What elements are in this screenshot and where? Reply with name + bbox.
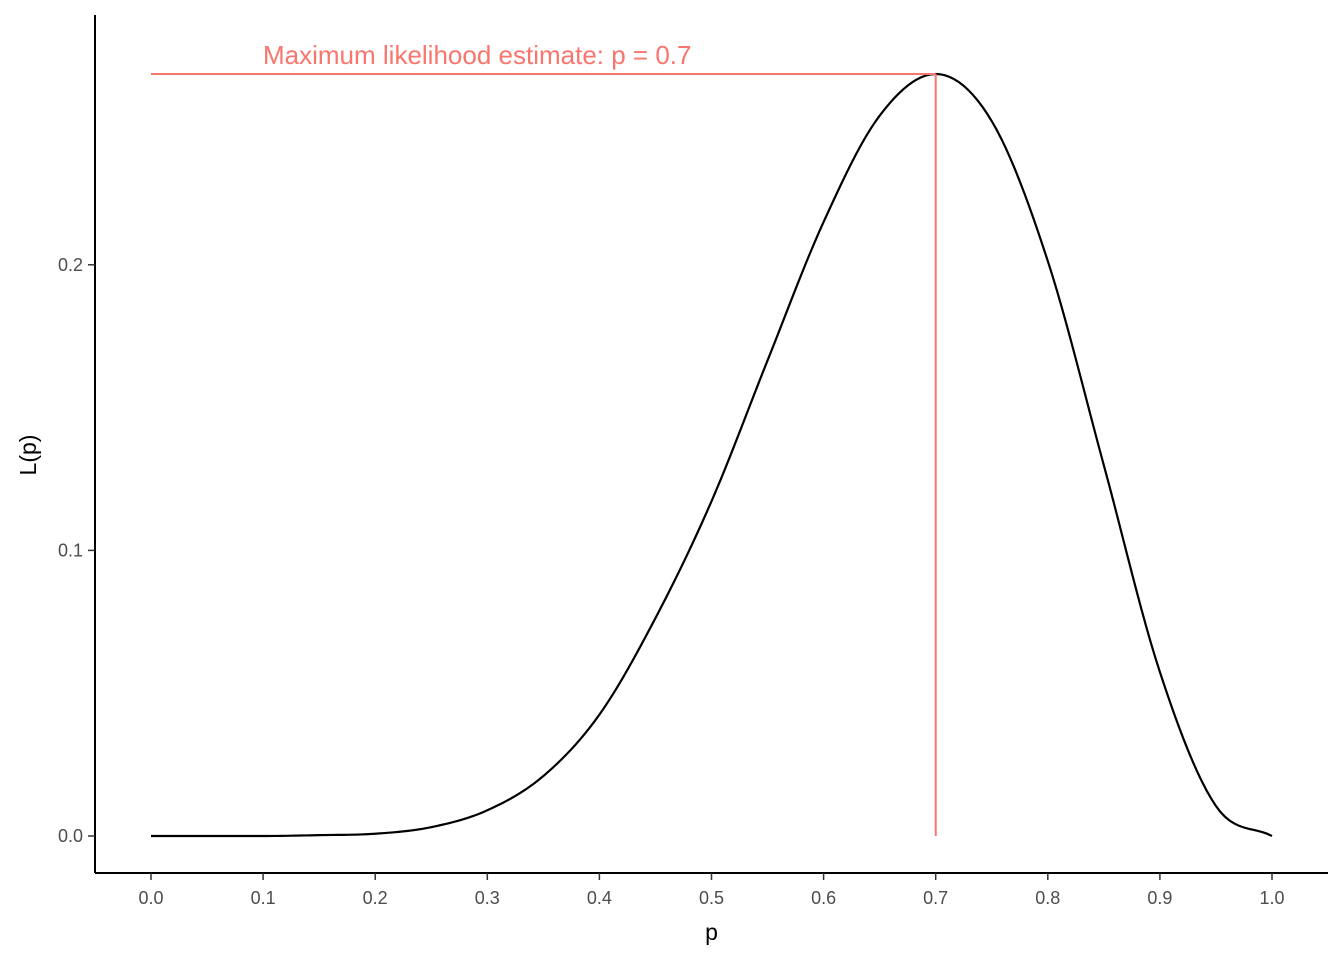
x-tick-label: 0.3 — [475, 888, 500, 908]
plot-marks — [151, 72, 1273, 838]
y-tick-label: 0.0 — [58, 826, 83, 846]
x-tick-label: 0.0 — [138, 888, 163, 908]
x-tick-label: 1.0 — [1259, 888, 1284, 908]
x-tick-label: 0.7 — [923, 888, 948, 908]
y-axis: 0.0 0.1 0.2 — [58, 15, 96, 873]
y-tick-label: 0.1 — [58, 540, 83, 560]
y-axis-title: L(p) — [15, 435, 41, 476]
likelihood-curve — [151, 72, 1273, 838]
x-axis-title: p — [705, 919, 718, 945]
x-tick-label: 0.2 — [363, 888, 388, 908]
x-tick-label: 0.4 — [587, 888, 612, 908]
y-tick-label: 0.2 — [58, 255, 83, 275]
x-tick-label: 0.5 — [699, 888, 724, 908]
x-axis: 0.0 0.1 0.2 0.3 0.4 0.5 0.6 0.7 0.8 0.9 1.0 — [95, 872, 1328, 908]
x-tick-label: 0.1 — [251, 888, 276, 908]
x-tick-label: 0.8 — [1035, 888, 1060, 908]
x-tick-label: 0.9 — [1147, 888, 1172, 908]
mle-annotation: Maximum likelihood estimate: p = 0.7 — [263, 40, 691, 70]
x-tick-label: 0.6 — [811, 888, 836, 908]
